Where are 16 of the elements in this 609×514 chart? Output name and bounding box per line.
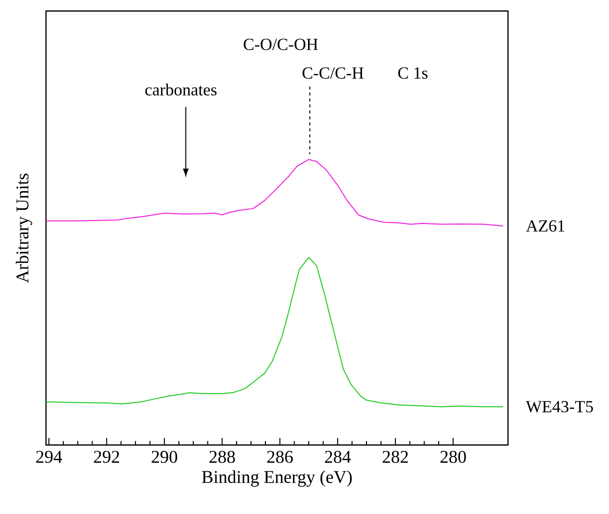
x-tick-label: 284 (324, 450, 351, 463)
x-tick-label: 280 (440, 450, 466, 463)
series-label: AZ61 (526, 220, 564, 232)
text: carbonates (145, 84, 217, 96)
x-tick-label: 292 (94, 450, 120, 463)
x-tick-label: 294 (36, 450, 62, 463)
x-tick-label: 286 (267, 450, 293, 463)
series-label: WE43-T5 (526, 400, 593, 412)
x-tick-label: 282 (382, 450, 408, 463)
x-tick-label: 288 (209, 450, 235, 463)
text: C-C/C-H (302, 67, 364, 79)
text: C-O/C-OH (244, 38, 318, 50)
x-axis-title: Binding Energy (eV) (202, 470, 352, 487)
text: C 1s (398, 67, 428, 79)
y-axis-title: Arbitrary Units (16, 174, 32, 283)
x-tick-label: 290 (152, 450, 178, 463)
